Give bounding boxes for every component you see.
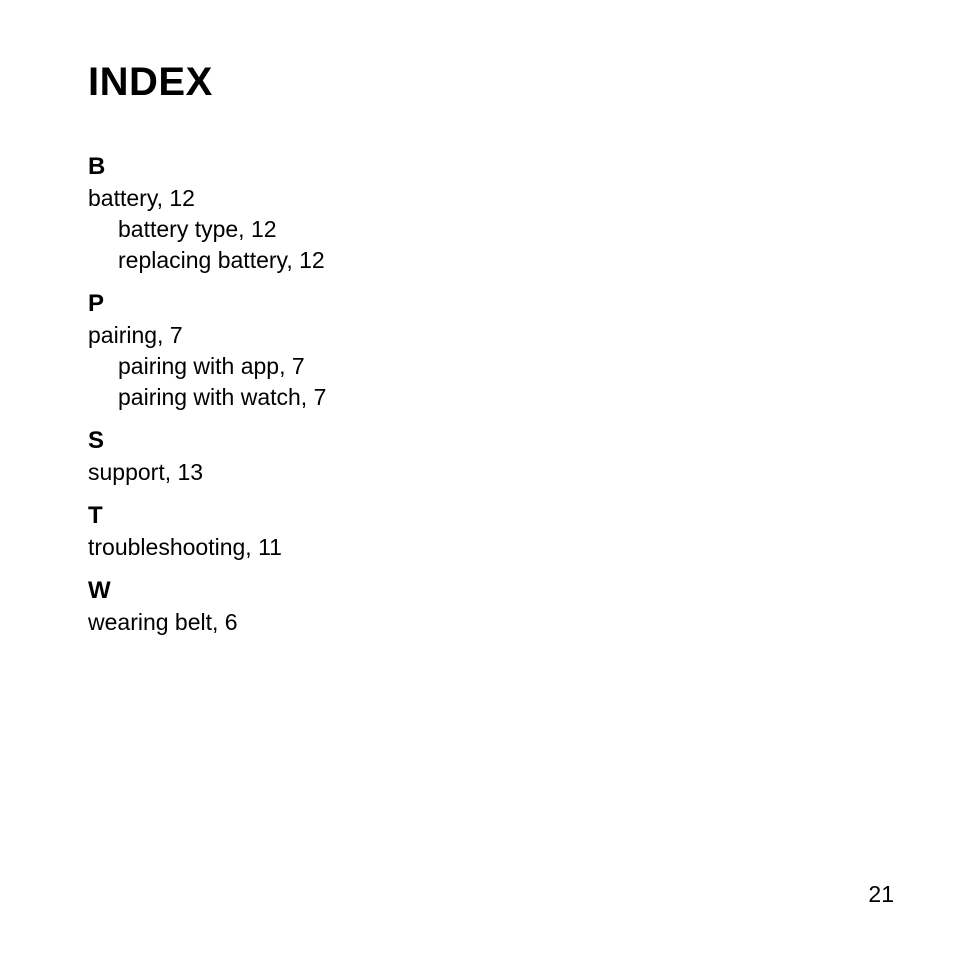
section-letter: S — [88, 427, 866, 455]
index-subentry: battery type, 12 — [88, 214, 866, 245]
index-subentry: pairing with app, 7 — [88, 351, 866, 382]
section-letter: W — [88, 577, 866, 605]
index-subentry: replacing battery, 12 — [88, 245, 866, 276]
page-number: 21 — [868, 881, 894, 908]
index-subentry: pairing with watch, 7 — [88, 382, 866, 413]
page-title: INDEX — [88, 60, 866, 105]
index-entry: battery, 12 — [88, 183, 866, 214]
section-letter: P — [88, 290, 866, 318]
index-entry: support, 13 — [88, 457, 866, 488]
index-entry: troubleshooting, 11 — [88, 532, 866, 563]
section-letter: B — [88, 153, 866, 181]
index-body: Bbattery, 12battery type, 12replacing ba… — [88, 153, 866, 638]
section-letter: T — [88, 502, 866, 530]
index-entry: pairing, 7 — [88, 320, 866, 351]
index-page: INDEX Bbattery, 12battery type, 12replac… — [0, 0, 954, 954]
index-entry: wearing belt, 6 — [88, 607, 866, 638]
